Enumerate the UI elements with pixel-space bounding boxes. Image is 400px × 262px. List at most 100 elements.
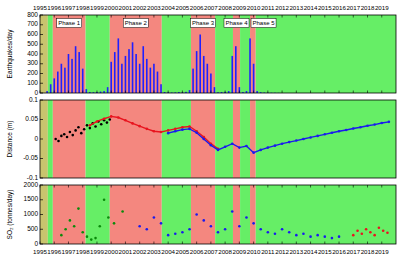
x-tick [210, 15, 211, 18]
bar [239, 87, 241, 93]
x-tick [324, 91, 325, 94]
x-tick [168, 242, 169, 245]
data-point [138, 225, 141, 228]
bar [71, 59, 73, 93]
x-tick [125, 185, 126, 188]
data-point [94, 237, 97, 240]
y-tick-label: 0 [34, 240, 38, 247]
bar [125, 56, 127, 93]
bar [118, 38, 120, 93]
phase-band [110, 185, 162, 244]
data-point [238, 225, 241, 228]
x-tick-label: 2009 [232, 248, 246, 255]
data-point [316, 234, 319, 237]
data-point [231, 142, 234, 145]
bar [61, 64, 63, 93]
y-tick-label: 500 [27, 40, 38, 47]
y-tick [40, 54, 43, 55]
x-tick [82, 185, 83, 188]
data-point [361, 232, 364, 235]
x-tick [367, 242, 368, 245]
data-point [138, 125, 141, 128]
y-tick-label: 800 [27, 11, 38, 18]
x-tick-label: 2019 [375, 4, 389, 11]
x-tick [153, 185, 154, 188]
data-point [81, 231, 84, 234]
y-tick [40, 44, 43, 45]
data-point [54, 138, 57, 141]
data-point [288, 141, 291, 144]
x-tick-label: 1999 [90, 4, 104, 11]
data-point [345, 129, 348, 132]
bar [189, 90, 191, 93]
x-tick [54, 91, 55, 94]
bar [85, 89, 87, 93]
y-tick-label: 200 [27, 69, 38, 76]
data-point [281, 228, 284, 231]
data-point [352, 234, 355, 237]
frame [40, 15, 396, 93]
phase-band [191, 100, 215, 178]
x-tick [253, 15, 254, 18]
x-tick [310, 91, 311, 94]
phase-band [53, 100, 86, 178]
x-tick [267, 185, 268, 188]
phase-band [110, 100, 162, 178]
phase-band [86, 185, 110, 244]
y-tick [40, 158, 43, 159]
data-point [90, 238, 93, 241]
phase-band [40, 100, 48, 178]
x-tick [139, 15, 140, 18]
y-tick [40, 93, 43, 94]
data-point [365, 228, 368, 231]
data-point [181, 231, 184, 234]
x-tick-label: 1996 [47, 4, 61, 11]
data-point [356, 229, 359, 232]
y-tick [40, 229, 43, 230]
x-tick [82, 91, 83, 94]
phase-label-text: Phase 3 [192, 20, 215, 26]
bar [150, 68, 152, 93]
x-tick [210, 185, 211, 188]
x-tick-label: 2000 [104, 4, 118, 11]
bar [64, 68, 66, 93]
data-point [288, 231, 291, 234]
y-tick [40, 185, 43, 186]
data-point [195, 213, 198, 216]
data-point [71, 134, 74, 137]
data-point [210, 225, 213, 228]
x-tick [54, 242, 55, 245]
x-tick [353, 185, 354, 188]
x-tick [40, 185, 41, 188]
data-point [100, 123, 103, 126]
phase-band [53, 15, 86, 93]
y-axis-label: Earthquakes/day [6, 29, 14, 79]
phase-band [240, 185, 250, 244]
bar [157, 72, 159, 93]
x-tick-label: 2002 [133, 248, 147, 255]
x-tick [225, 15, 226, 18]
y-tick [40, 83, 43, 84]
data-point [107, 216, 110, 219]
data-point [106, 121, 109, 124]
x-tick [96, 185, 97, 188]
data-point [86, 124, 89, 127]
x-tick [196, 242, 197, 245]
x-tick [168, 15, 169, 18]
series-line [168, 122, 389, 153]
data-point [252, 222, 255, 225]
phase-band [256, 185, 396, 244]
data-point [110, 115, 113, 118]
phase-band [86, 15, 110, 93]
data-point [366, 124, 369, 127]
data-point [386, 231, 389, 234]
x-tick-label: 2017 [346, 248, 360, 255]
phase-label-text: Phase 1 [58, 20, 81, 26]
x-tick [282, 185, 283, 188]
phase-band [215, 185, 233, 244]
y-tick [40, 199, 43, 200]
data-point [181, 126, 184, 129]
x-tick [324, 185, 325, 188]
x-tick [353, 242, 354, 245]
x-tick [381, 15, 382, 18]
